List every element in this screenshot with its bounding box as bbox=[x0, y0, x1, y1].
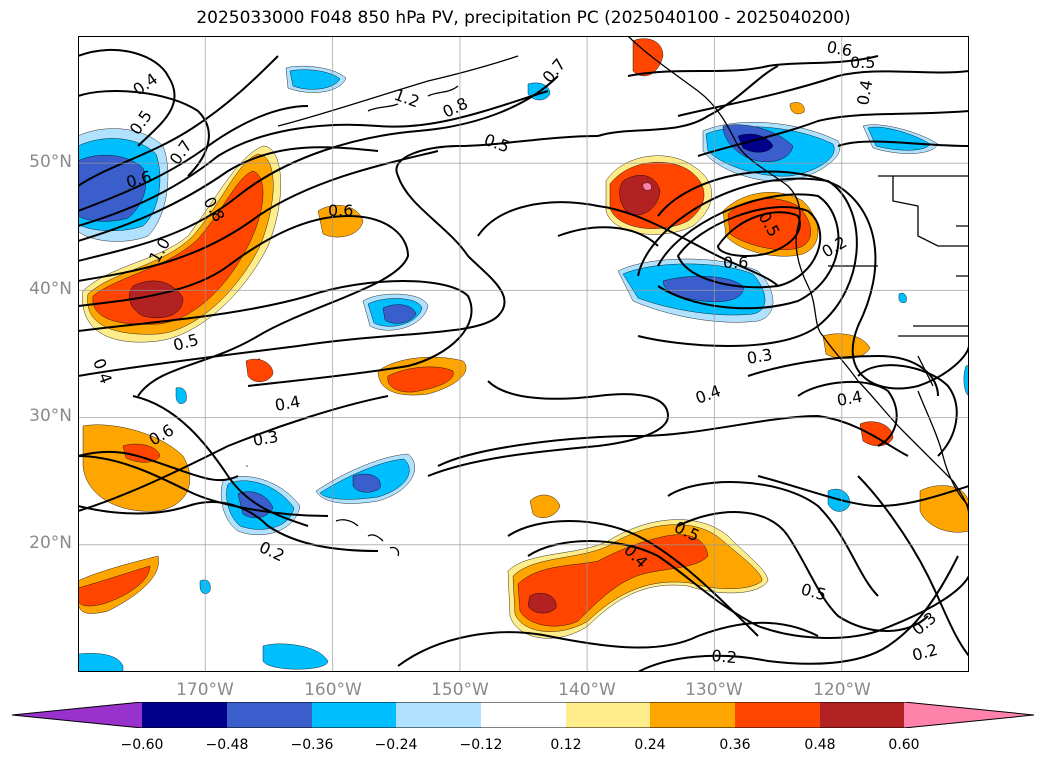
contour-label: 0.4 bbox=[835, 387, 863, 410]
contour-label: 0.4 bbox=[89, 356, 116, 386]
colorbar-bin bbox=[481, 702, 566, 728]
contour-label: 0.3 bbox=[745, 345, 773, 368]
lat-label-50: 50°N bbox=[29, 152, 72, 172]
lon-label-160w: 160°W bbox=[304, 680, 362, 700]
colorbar-bin bbox=[735, 702, 820, 728]
colorbar-bin bbox=[566, 702, 650, 728]
lon-label-170w: 170°W bbox=[176, 680, 234, 700]
contour-label: 0.5 bbox=[482, 130, 512, 157]
colorbar-tick-label: −0.12 bbox=[459, 737, 503, 753]
contour-label: 0.2 bbox=[910, 640, 940, 665]
lon-label-130w: 130°W bbox=[685, 680, 743, 700]
colorbar-bin bbox=[396, 702, 481, 728]
colorbar-bin bbox=[142, 702, 227, 728]
contour-label: 0.5 bbox=[799, 580, 829, 605]
lat-label-20: 20°N bbox=[29, 533, 72, 553]
contour-label: 0.8 bbox=[440, 94, 471, 122]
colorbar-tick-label: −0.36 bbox=[290, 737, 334, 753]
colorbar-tick-label: −0.24 bbox=[374, 737, 418, 753]
contour-label: 0.4 bbox=[853, 78, 876, 106]
colorbar-extend-high bbox=[904, 702, 1034, 728]
colorbar bbox=[12, 702, 1034, 728]
contour-label: 0.3 bbox=[251, 427, 279, 450]
contour-label: 0.6 bbox=[723, 253, 748, 272]
contour-label: 0.6 bbox=[328, 201, 353, 220]
contour-label: 0.2 bbox=[711, 646, 738, 667]
colorbar-bin bbox=[312, 702, 396, 728]
contour-label: 0.3 bbox=[908, 608, 940, 639]
map-frame bbox=[78, 36, 969, 672]
contour-label: 0.4 bbox=[273, 392, 301, 415]
colorbar-tick-label: 0.36 bbox=[719, 737, 751, 753]
colorbar-tick-label: −0.60 bbox=[120, 737, 164, 753]
contour-label: 1.2 bbox=[392, 85, 422, 112]
contour-label: 0.2 bbox=[819, 232, 851, 261]
lat-label-40: 40°N bbox=[29, 279, 72, 299]
colorbar-tick-label: 0.24 bbox=[634, 737, 666, 753]
coastlines bbox=[277, 36, 969, 557]
colorbar-tick-label: 0.12 bbox=[550, 737, 582, 753]
colorbar-tick-label: 0.48 bbox=[804, 737, 836, 753]
pv-contours bbox=[78, 48, 969, 672]
contour-label: 0.2 bbox=[256, 537, 287, 565]
map-panel: 0.4 0.5 0.7 0.6 0.8 1.0 1.2 0.8 0.5 0.7 … bbox=[78, 36, 969, 672]
lon-label-120w: 120°W bbox=[813, 680, 871, 700]
map-title: 2025033000 F048 850 hPa PV, precipitatio… bbox=[196, 8, 851, 28]
colorbar-bin bbox=[820, 702, 904, 728]
lat-label-30: 30°N bbox=[29, 406, 72, 426]
contour-label: 0.6 bbox=[825, 37, 853, 60]
colorbar-bin bbox=[227, 702, 312, 728]
colorbar-extend-low bbox=[12, 702, 142, 728]
precip-shading bbox=[78, 38, 969, 672]
contour-label: 0.7 bbox=[539, 55, 570, 87]
contour-label: 0.4 bbox=[693, 381, 723, 408]
contour-label: 0.5 bbox=[850, 53, 875, 72]
lon-label-140w: 140°W bbox=[558, 680, 616, 700]
colorbar-tick-label: 0.60 bbox=[888, 737, 920, 753]
gridlines bbox=[78, 36, 969, 672]
colorbar-tick-label: −0.48 bbox=[205, 737, 249, 753]
colorbar-bin bbox=[650, 702, 735, 728]
lon-label-150w: 150°W bbox=[431, 680, 489, 700]
